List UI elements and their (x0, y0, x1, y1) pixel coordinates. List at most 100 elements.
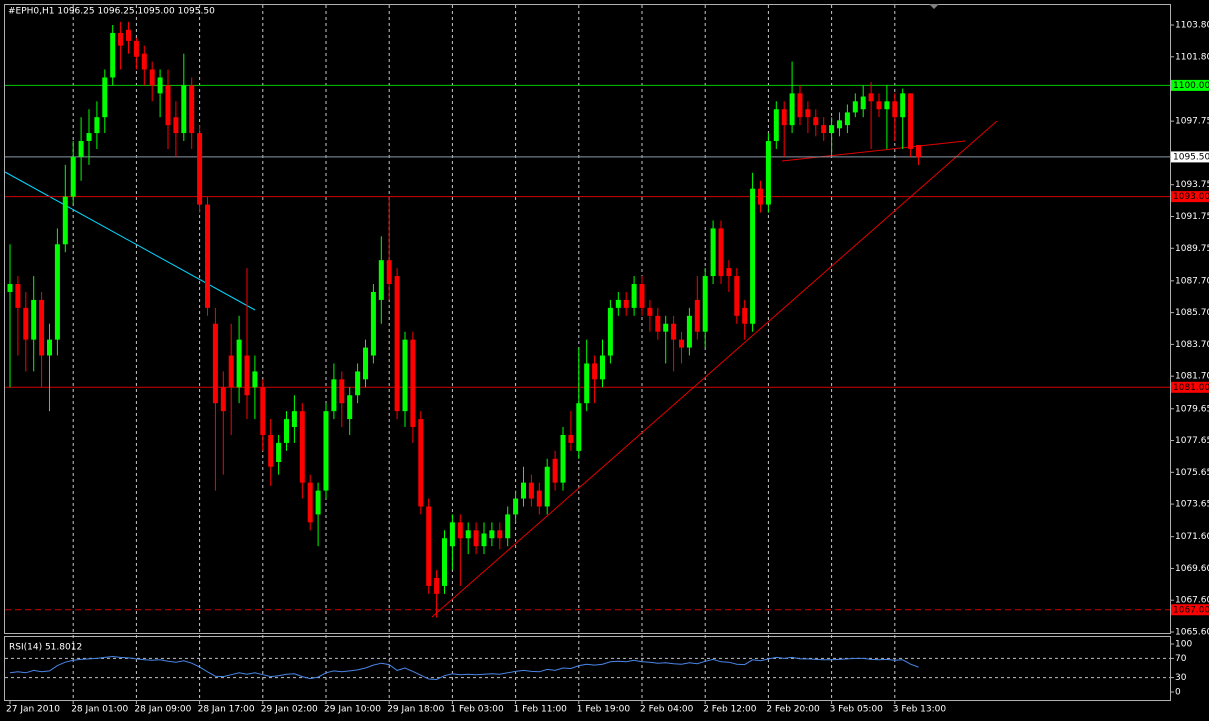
y-tick-label: 1097.75 (1175, 117, 1209, 127)
candle-body (528, 482, 534, 499)
y-tick-label: 1071.60 (1175, 532, 1209, 542)
y-tick-label: 1077.65 (1175, 436, 1209, 446)
candle-body (434, 577, 440, 594)
y-tick-label: 1083.70 (1175, 340, 1209, 350)
y-tick-label: 1075.65 (1175, 468, 1209, 478)
x-tick-label: 28 Jan 17:00 (198, 705, 255, 715)
x-tick-label: 1 Feb 11:00 (514, 705, 568, 715)
candle-body (521, 482, 526, 499)
candle-body (307, 482, 313, 523)
candle-body (576, 403, 582, 451)
x-tick-label: 27 Jan 2010 (6, 705, 60, 715)
candle-body (694, 299, 700, 332)
candle-body (465, 530, 471, 539)
x-tick-label: 28 Jan 09:00 (134, 705, 191, 715)
candle-body (560, 434, 566, 483)
candle-body (205, 204, 210, 308)
candle-body (750, 188, 756, 324)
candle-body (236, 339, 242, 388)
candle-body (765, 141, 771, 205)
candle-body (339, 379, 345, 404)
candle-body (821, 125, 827, 134)
main-panel-frame (4, 4, 1171, 634)
candle-body (386, 260, 392, 285)
candle-body (181, 85, 187, 134)
candle-body (568, 434, 574, 443)
candle-body (639, 284, 645, 308)
candle-body (228, 355, 234, 388)
candle-body (47, 339, 52, 356)
candle-body (173, 117, 179, 134)
candle-body (410, 339, 416, 428)
candle-body (94, 117, 100, 134)
candle-body (900, 93, 906, 118)
candle-body (789, 93, 795, 126)
candle-body (54, 244, 60, 340)
candle-body (584, 363, 590, 404)
candle-body (592, 363, 598, 380)
candle-body (165, 85, 171, 126)
candle-body (244, 355, 250, 396)
x-tick-label: 28 Jan 01:00 (71, 705, 128, 715)
x-tick-label: 2 Feb 12:00 (703, 705, 757, 715)
rsi-y-tick-label: 100 (1175, 640, 1192, 650)
candle-body (31, 299, 37, 340)
x-tick-label: 1 Feb 03:00 (450, 705, 504, 715)
price-label: 1081.00 (1173, 383, 1209, 393)
candle-body (876, 101, 882, 110)
price-label: 1095.50 (1173, 152, 1209, 162)
candle-body (110, 32, 116, 78)
price-label-box (1171, 151, 1209, 163)
candle-body (829, 125, 835, 134)
candle-body (631, 284, 637, 308)
trend-line (781, 140, 966, 162)
candle-body (544, 466, 550, 507)
candle-body (197, 133, 203, 205)
candle-body (663, 323, 669, 332)
y-tick-label: 1089.75 (1175, 244, 1209, 254)
x-tick-label: 29 Jan 10:00 (324, 705, 381, 715)
candle-body (268, 434, 274, 467)
price-label-box (1171, 79, 1209, 91)
candle-body (916, 144, 921, 157)
candle-body (805, 109, 811, 118)
y-tick-label: 1103.80 (1175, 21, 1209, 31)
y-tick-label: 1101.80 (1175, 52, 1209, 62)
candle-body (623, 299, 629, 308)
y-tick-label: 1069.60 (1175, 564, 1209, 574)
candle-body (679, 339, 684, 348)
rsi-y-tick-label: 30 (1175, 673, 1187, 683)
candle-body (726, 268, 732, 277)
candle-body (773, 109, 779, 142)
rsi-y-tick-label: 0 (1175, 687, 1181, 697)
candle-body (126, 29, 131, 41)
candle-body (457, 522, 463, 539)
candle-body (655, 315, 661, 332)
rsi-label: RSI(14) 51.8012 (9, 643, 82, 653)
candle-body (884, 101, 890, 110)
candle-body (513, 498, 519, 515)
candle-body (23, 307, 29, 340)
candle-body (291, 411, 297, 428)
candle-body (315, 490, 321, 515)
x-tick-label: 29 Jan 02:00 (261, 705, 318, 715)
candle-body (489, 530, 495, 539)
rsi-line (9, 655, 919, 681)
x-tick-label: 2 Feb 04:00 (640, 705, 694, 715)
candle-body (734, 276, 740, 316)
candle-body (331, 379, 337, 412)
candle-body (284, 419, 289, 443)
y-tick-label: 1093.75 (1175, 180, 1209, 190)
shift-marker (929, 4, 939, 9)
candle-body (260, 387, 266, 435)
candle-body (600, 355, 605, 380)
candle-body (141, 53, 147, 70)
rsi-y-tick-label: 70 (1175, 654, 1187, 664)
candle-body (781, 109, 787, 126)
price-label-box (1171, 604, 1209, 616)
x-tick-label: 3 Feb 05:00 (830, 705, 884, 715)
y-tick-label: 1067.60 (1175, 596, 1209, 606)
candle-body (149, 69, 155, 86)
candle-body (671, 323, 677, 340)
candle-body (718, 228, 724, 277)
